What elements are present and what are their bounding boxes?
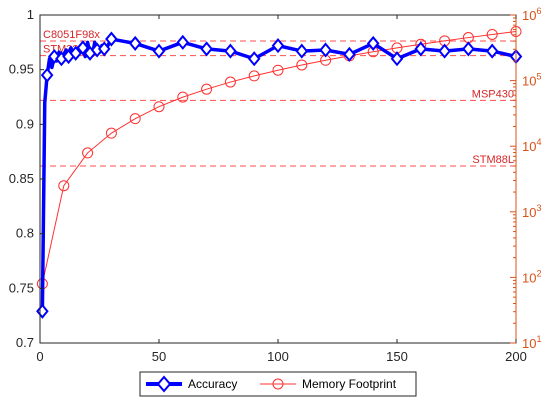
memory-footprint-line bbox=[41, 31, 517, 284]
memory-footprint-point bbox=[129, 113, 141, 125]
x-tick-label: 0 bbox=[36, 349, 43, 364]
reference-line-label: MSP430 bbox=[472, 88, 514, 100]
y-left-tick-label: 1 bbox=[27, 7, 34, 22]
accuracy-point bbox=[390, 51, 404, 67]
memory-footprint-point bbox=[58, 180, 70, 192]
accuracy-line bbox=[40, 37, 517, 312]
y-right-tick-label: 105 bbox=[522, 72, 541, 89]
accuracy-point bbox=[224, 43, 237, 59]
y-right-tick-base: 10 bbox=[522, 74, 536, 89]
y-left-tick-label: 0.9 bbox=[16, 116, 34, 131]
accuracy-point bbox=[97, 41, 111, 57]
y-right-tick-exponent: 2 bbox=[536, 268, 541, 278]
y-left-tick-label: 0.7 bbox=[16, 335, 34, 350]
memory-footprint-point bbox=[82, 147, 94, 159]
legend-memory-marker bbox=[272, 378, 284, 390]
accuracy-point bbox=[128, 35, 142, 51]
accuracy-point bbox=[36, 303, 49, 319]
memory-footprint-point bbox=[272, 64, 284, 76]
axis-ticks: 0 50 100 150 2000.70.750.80.850.90.951101102… bbox=[9, 6, 542, 364]
memory-footprint-point bbox=[105, 127, 117, 139]
memory-footprint-point bbox=[224, 76, 236, 88]
memory-footprint-point bbox=[153, 101, 165, 113]
reference-line-label: C8051F98x bbox=[43, 29, 100, 41]
accuracy-point bbox=[47, 48, 61, 65]
accuracy-point bbox=[200, 41, 213, 57]
memory-footprint-point bbox=[201, 83, 213, 95]
y-right-tick-base: 10 bbox=[522, 8, 536, 23]
y-left-tick-label: 0.95 bbox=[9, 62, 34, 77]
memory-footprint-point bbox=[296, 59, 308, 71]
legend-accuracy-marker bbox=[156, 375, 172, 393]
x-tick-label: 150 bbox=[386, 349, 408, 364]
memory-footprint-point bbox=[177, 91, 189, 103]
plot-area-frame bbox=[39, 14, 517, 344]
memory-footprint-point bbox=[486, 28, 498, 40]
series-lines bbox=[36, 26, 523, 319]
x-tick-label: 50 bbox=[152, 349, 166, 364]
accuracy-point bbox=[485, 43, 499, 59]
accuracy-point bbox=[343, 46, 356, 62]
x-tick-label: 200 bbox=[505, 349, 527, 364]
legend-accuracy-label: Accuracy bbox=[188, 377, 237, 391]
y-right-tick-exponent: 4 bbox=[536, 137, 541, 147]
accuracy-point bbox=[271, 38, 285, 54]
legend: Accuracy Memory Footprint bbox=[139, 371, 417, 397]
y-right-tick-base: 10 bbox=[522, 270, 536, 285]
y-right-tick-base: 10 bbox=[522, 205, 536, 220]
y-right-tick-label: 101 bbox=[522, 334, 541, 351]
y-right-tick-exponent: 6 bbox=[536, 6, 541, 16]
accuracy-point bbox=[414, 41, 428, 57]
y-left-tick-label: 0.75 bbox=[9, 280, 34, 295]
y-right-tick-exponent: 1 bbox=[536, 334, 541, 344]
accuracy-point bbox=[40, 67, 54, 83]
y-right-tick-base: 10 bbox=[522, 139, 536, 154]
accuracy-point bbox=[69, 45, 83, 61]
accuracy-point bbox=[319, 42, 332, 58]
y-left-tick-label: 0.85 bbox=[9, 171, 34, 186]
y-right-tick-exponent: 5 bbox=[536, 72, 541, 82]
x-tick-label: 100 bbox=[267, 349, 289, 364]
y-right-tick-label: 106 bbox=[522, 6, 541, 23]
y-right-tick-label: 102 bbox=[522, 268, 541, 285]
accuracy-point bbox=[295, 43, 309, 59]
y-right-tick-label: 103 bbox=[522, 203, 541, 220]
y-right-tick-label: 104 bbox=[522, 137, 541, 154]
reference-line-label: STM88L bbox=[472, 154, 514, 166]
accuracy-point bbox=[247, 51, 261, 67]
y-left-tick-label: 0.8 bbox=[16, 226, 34, 241]
accuracy-point bbox=[176, 34, 190, 50]
accuracy-point bbox=[76, 40, 90, 56]
accuracy-point bbox=[152, 43, 166, 59]
y-right-tick-exponent: 3 bbox=[536, 203, 541, 213]
y-right-tick-base: 10 bbox=[522, 336, 536, 351]
accuracy-point bbox=[105, 31, 118, 47]
accuracy-point bbox=[438, 43, 451, 59]
memory-footprint-point bbox=[248, 70, 260, 82]
legend-memory-label: Memory Footprint bbox=[302, 377, 397, 391]
accuracy-point bbox=[366, 35, 380, 51]
accuracy-point bbox=[462, 41, 475, 57]
